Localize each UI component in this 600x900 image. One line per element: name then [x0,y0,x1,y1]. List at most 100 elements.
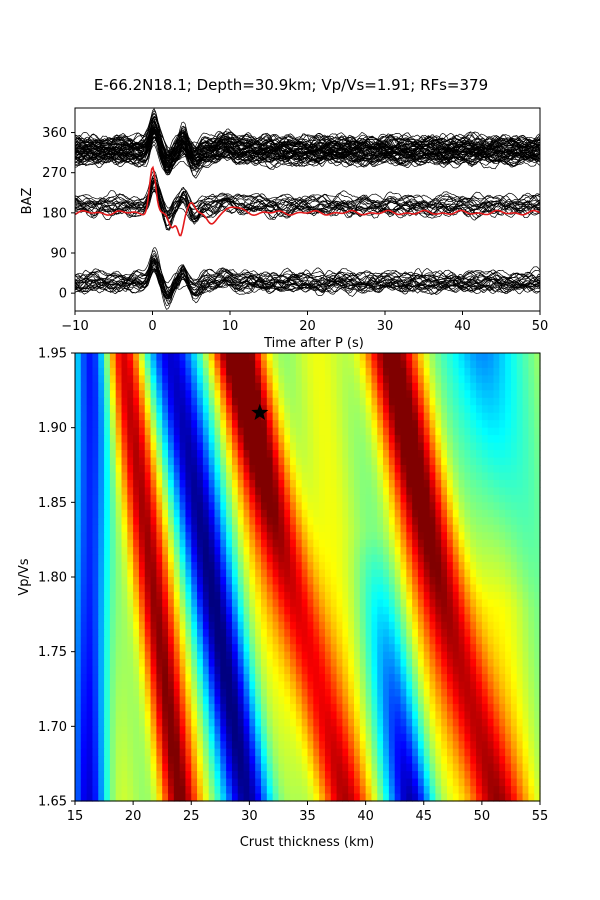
hk-heatmap-cell [516,577,524,586]
hk-heatmap-cell [476,718,483,727]
hk-heatmap-cell [487,591,495,600]
hk-heatmap-cell [261,517,268,526]
hk-heatmap-cell [133,577,140,586]
hk-heatmap-cell [75,502,82,511]
hk-heatmap-cell [388,659,396,668]
hk-heatmap-cell [348,636,355,645]
hk-heatmap-cell [371,651,378,660]
hk-heatmap-cell [214,733,221,742]
hk-heatmap-cell [133,614,140,623]
hk-heatmap-cell [80,636,88,645]
hk-heatmap-cell [127,711,134,720]
hk-heatmap-cell [534,793,541,802]
hk-heatmap-cell [400,427,407,436]
hk-heatmap-cell [121,584,128,593]
hk-heatmap-cell [220,644,227,653]
receiver-function-trace [75,188,540,218]
hk-heatmap-cell [516,375,524,384]
hk-heatmap-cell [75,614,82,623]
hk-heatmap-cell [441,427,448,436]
hk-heatmap-cell [208,375,216,384]
hk-heatmap-cell [301,412,309,421]
hk-heatmap-cell [243,681,250,690]
hk-heatmap-cell [348,786,355,795]
hk-heatmap-cell [330,353,338,362]
hk-heatmap-cell [168,584,175,593]
hk-heatmap-cell [324,696,332,705]
hk-heatmap-cell [400,367,407,376]
hk-heatmap-cell [522,397,529,406]
hk-heatmap-cell [377,651,384,660]
hk-heatmap-cell [179,390,187,399]
hk-heatmap-cell [336,509,343,518]
hk-heatmap-cell [359,412,367,421]
hk-heatmap-cell [290,465,297,474]
hk-heatmap-cell [383,554,390,563]
hk-heatmap-cell [481,696,489,705]
hk-heatmap-cell [98,748,105,757]
hk-heatmap-cell [435,703,442,712]
hk-heatmap-cell [220,479,227,488]
hk-heatmap-cell [208,591,216,600]
hk-heatmap-cell [313,472,320,481]
hk-heatmap-cell [412,360,419,369]
hk-heatmap-cell [115,547,123,556]
hk-heatmap-cell [226,793,233,802]
hk-heatmap-cell [220,666,227,675]
hk-heatmap-cell [400,494,407,503]
hk-heatmap-cell [231,465,239,474]
hk-heatmap-cell [144,390,152,399]
hk-heatmap-cell [359,435,367,444]
hk-heatmap-cell [121,494,128,503]
hk-heatmap-cell [202,547,210,556]
hk-heatmap-cell [412,517,419,526]
hk-heatmap-cell [278,748,285,757]
hk-heatmap-cell [104,405,111,414]
hk-heatmap-cell [359,756,367,765]
hk-heatmap-cell [249,569,256,578]
hk-heatmap-cell [481,397,489,406]
hk-heatmap-cell [388,397,396,406]
hk-heatmap-cell [510,577,518,586]
hk-heatmap-cell [476,442,483,451]
hk-heatmap-cell [516,726,524,735]
hk-heatmap-cell [499,696,506,705]
hk-heatmap-cell [435,524,442,533]
hk-heatmap-cell [179,674,187,683]
hk-heatmap-cell [528,591,535,600]
hk-heatmap-cell [214,382,221,391]
hk-heatmap-cell [162,375,169,384]
hk-heatmap-cell [429,621,436,630]
hk-heatmap-cell [144,420,152,429]
hk-heatmap-cell [138,442,146,451]
hk-heatmap-cell [365,487,373,496]
hk-heatmap-cell [458,711,466,720]
hk-heatmap-cell [365,599,373,608]
hk-heatmap-cell [138,651,146,660]
hk-heatmap-cell [330,554,338,563]
hk-heatmap-cell [324,793,332,802]
hk-heatmap-cell [162,703,169,712]
hk-heatmap-cell [168,696,175,705]
hk-heatmap-cell [214,353,221,362]
hk-heatmap-cell [255,771,262,780]
hk-heatmap-cell [394,502,402,511]
hk-heatmap-cell [528,748,535,757]
hk-heatmap-cell [365,718,373,727]
hk-heatmap-cell [441,494,448,503]
hk-heatmap-cell [185,435,192,444]
hk-heatmap-cell [493,375,500,384]
hk-heatmap-cell [319,405,326,414]
hk-heatmap-cell [109,666,117,675]
hk-heatmap-cell [476,703,483,712]
hk-heatmap-cell [226,569,233,578]
hk-heatmap-cell [371,494,378,503]
hk-heatmap-cell [237,502,245,511]
hk-heatmap-cell [505,666,512,675]
hk-heatmap-cell [417,524,425,533]
hk-heatmap-cell [284,577,291,586]
hk-heatmap-cell [249,360,256,369]
hk-heatmap-cell [354,442,361,451]
hk-heatmap-cell [534,651,541,660]
hk-heatmap-cell [115,435,123,444]
